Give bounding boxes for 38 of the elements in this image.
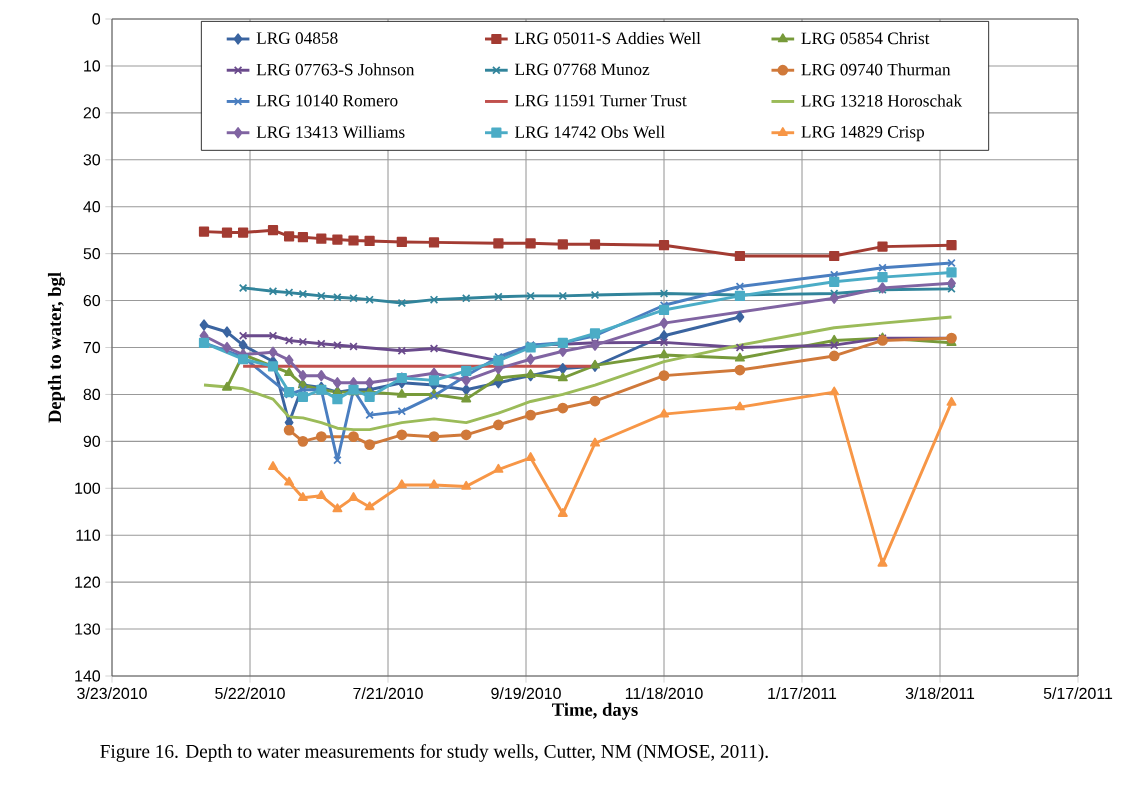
legend-label: LRG 09740 Thurman [801, 63, 951, 76]
legend-label: LRG 10140 Romero [256, 94, 398, 107]
x-tick-label: 9/19/2010 [491, 687, 561, 700]
y-tick-label: 100 [75, 482, 101, 494]
y-tick-label: 140 [75, 670, 101, 682]
y-tick-label: 40 [83, 201, 101, 213]
y-tick-label: 50 [83, 248, 101, 260]
y-tick-label: 110 [76, 529, 101, 541]
legend-label: LRG 13218 Horoschak [801, 94, 963, 107]
y-tick-label: 80 [83, 388, 101, 401]
x-tick-label: 3/18/2011 [905, 687, 975, 700]
legend-label: LRG 05011-S Addies Well [514, 32, 701, 45]
x-tick-label: 3/23/2010 [77, 687, 147, 700]
x-tick-label: 5/17/2011 [1043, 687, 1113, 700]
y-tick-label: 30 [83, 154, 101, 166]
legend-label: LRG 14742 Obs Well [514, 125, 665, 138]
y-tick-label: 120 [75, 576, 101, 588]
x-tick-label: 5/22/2010 [215, 687, 285, 700]
y-tick-label: 20 [83, 107, 101, 119]
legend-label: LRG 04858 [256, 32, 338, 44]
y-tick-label: 60 [83, 294, 101, 307]
y-tick-label: 70 [83, 341, 101, 354]
legend-label: LRG 14829 Crisp [801, 125, 925, 142]
y-tick-label: 10 [84, 60, 101, 72]
y-tick-label: 0 [92, 13, 101, 25]
x-tick-label: 1/17/2011 [768, 687, 837, 700]
legend-label: LRG 05854 Christ [801, 32, 930, 45]
legend-label: LRG 11591 Turner Trust [514, 94, 687, 107]
x-tick-label: 7/21/2010 [353, 687, 423, 700]
x-axis-title: Time, days [552, 702, 638, 720]
y-axis-title: Depth to water, bgl [47, 272, 65, 423]
legend-label: LRG 07768 Munoz [514, 63, 650, 76]
legend-label: LRG 13413 Williams [256, 125, 405, 138]
x-tick-label: 11/18/2010 [625, 687, 703, 700]
y-tick-label: 130 [75, 623, 101, 635]
caption: Figure 16. Depth to water measurements for study wells, Cutter, NM (NMOSE, 2011). [100, 744, 768, 762]
legend-label: LRG 07763-S Johnson [256, 63, 415, 76]
y-tick-label: 90 [83, 435, 101, 447]
